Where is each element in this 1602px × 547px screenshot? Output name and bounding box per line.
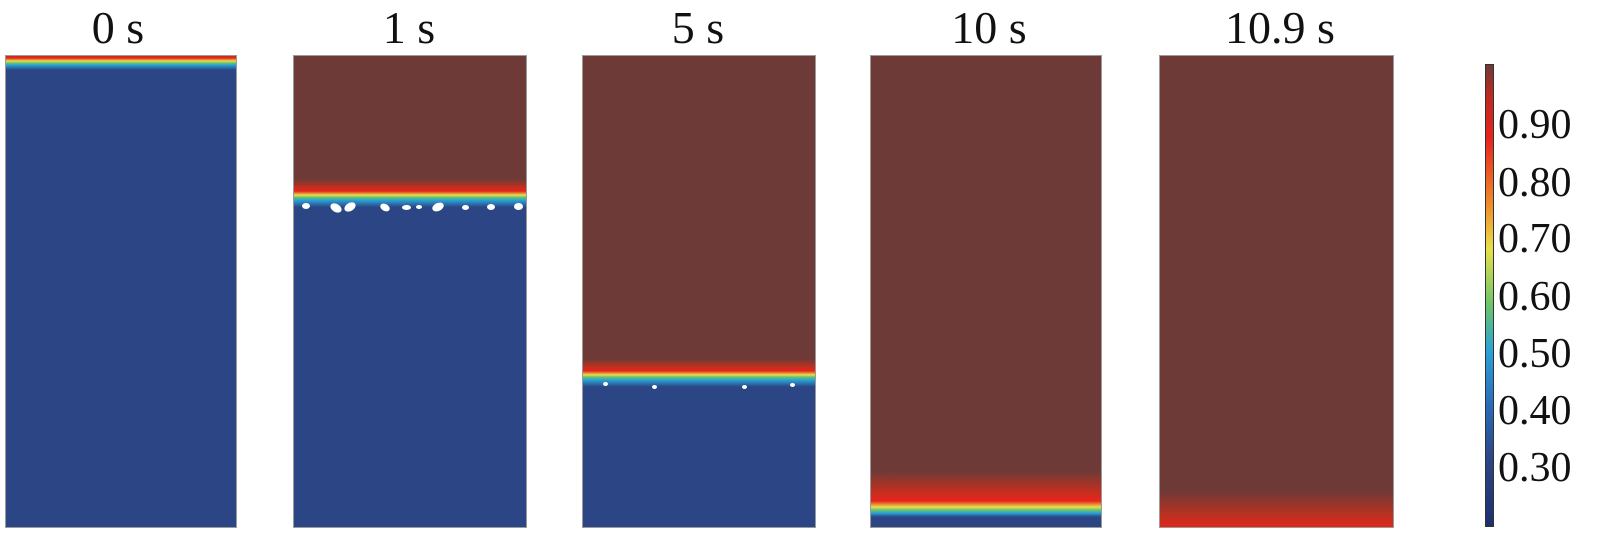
time-label-0: 0 s [91, 2, 145, 53]
contour-panel-4 [1159, 55, 1394, 528]
gas-bubble [416, 205, 422, 209]
gas-bubble [342, 200, 358, 214]
contour-panel-0 [5, 55, 237, 528]
gas-bubble [328, 201, 344, 215]
colorbar-tick-label: 0.60 [1498, 274, 1572, 320]
colorbar [1485, 64, 1494, 527]
time-label-1: 1 s [382, 2, 436, 53]
contour-panel-1 [293, 55, 527, 528]
contour-panel-3 [870, 55, 1102, 528]
gas-bubble [430, 200, 446, 214]
gas-bubble [462, 205, 469, 210]
gas-bubble [402, 205, 411, 210]
gas-bubble [742, 385, 747, 389]
time-label-2: 5 s [671, 2, 725, 53]
time-label-3: 10 s [951, 2, 1027, 53]
gas-bubble [302, 203, 310, 209]
colorbar-tick-label: 0.70 [1498, 216, 1572, 262]
time-label-4: 10.9 s [1225, 2, 1335, 53]
gas-bubble [603, 382, 608, 386]
gas-bubble [790, 383, 795, 387]
colorbar-tick-label: 0.40 [1498, 388, 1572, 434]
contour-panel-2 [582, 55, 816, 528]
gas-bubble [652, 385, 657, 389]
colorbar-tick-label: 0.50 [1498, 331, 1572, 377]
colorbar-tick-label: 0.90 [1498, 102, 1572, 148]
colorbar-tick-label: 0.80 [1498, 160, 1572, 206]
gas-bubble [514, 203, 523, 210]
gas-bubble [487, 204, 495, 210]
gas-bubble [378, 201, 392, 214]
colorbar-tick-label: 0.30 [1498, 445, 1572, 491]
